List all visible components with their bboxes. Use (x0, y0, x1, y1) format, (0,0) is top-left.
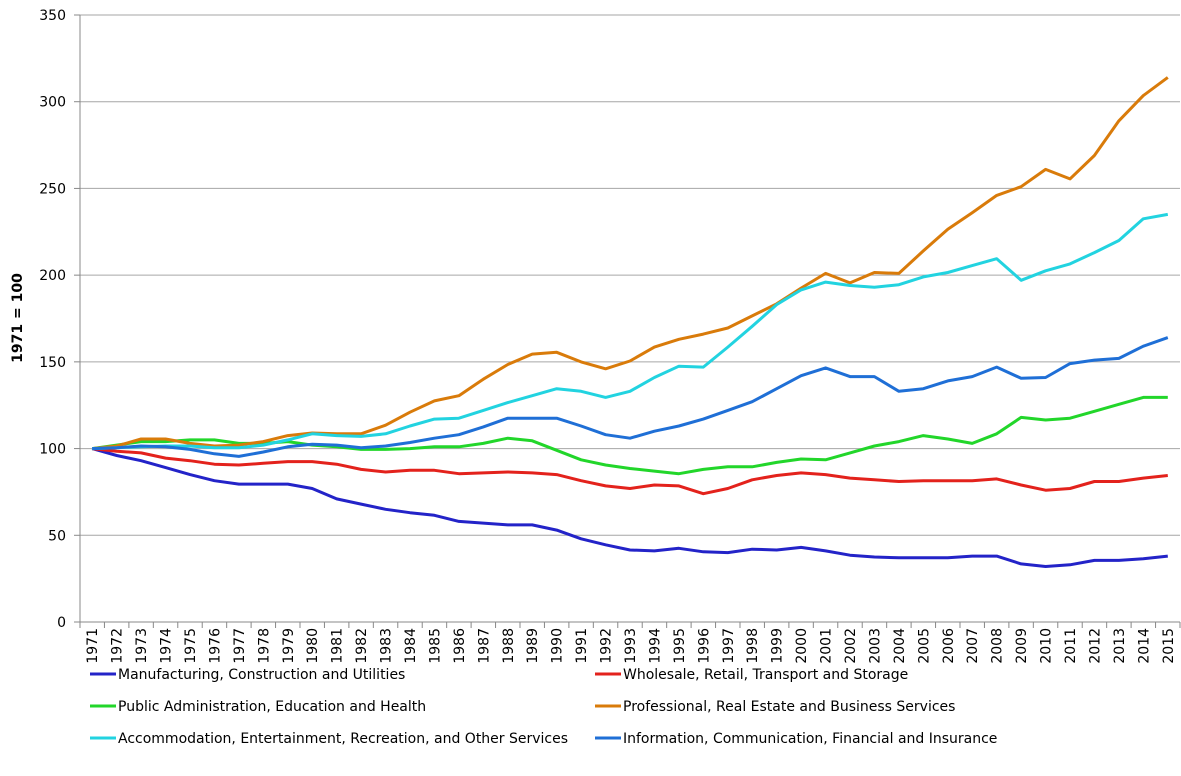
x-tick-label: 1977 (232, 628, 248, 664)
x-tick-label: 1983 (379, 628, 395, 664)
y-tick-label: 0 (57, 615, 66, 631)
y-tick-label: 350 (39, 8, 66, 24)
x-tick-label: 2006 (941, 628, 957, 664)
y-tick-label: 50 (48, 528, 66, 544)
x-tick-label: 2015 (1161, 628, 1177, 664)
x-tick-label: 2005 (916, 628, 932, 664)
x-tick-label: 1987 (476, 628, 492, 664)
x-tick-label: 1997 (721, 628, 737, 664)
x-tick-label: 1973 (134, 628, 150, 664)
x-tick-label: 1981 (330, 628, 346, 664)
series-line (91, 395, 1168, 476)
x-tick-label: 1991 (574, 628, 590, 664)
x-tick-label: 2012 (1087, 628, 1103, 664)
x-tick-label: 2014 (1136, 628, 1152, 664)
x-tick-label: 1975 (183, 628, 199, 664)
y-tick-label: 200 (39, 268, 66, 284)
series-line (92, 336, 1169, 458)
legend-label: Information, Communication, Financial an… (623, 731, 997, 747)
x-tick-label: 2002 (843, 628, 859, 664)
x-tick-label: 1984 (403, 628, 419, 664)
x-tick-label: 1992 (599, 628, 615, 664)
legend-label: Professional, Real Estate and Business S… (623, 699, 955, 715)
x-tick-label: 1989 (525, 628, 541, 664)
legend-label: Wholesale, Retail, Transport and Storage (623, 667, 908, 683)
x-tick-label: 2001 (819, 628, 835, 664)
x-tick-label: 1971 (85, 628, 101, 664)
x-tick-label: 1982 (354, 628, 370, 664)
x-tick-label: 2004 (892, 628, 908, 664)
y-tick-label: 300 (39, 95, 66, 111)
x-tick-label: 1998 (745, 628, 761, 664)
x-tick-label: 1995 (672, 628, 688, 664)
x-tick-label: 1978 (256, 628, 272, 664)
x-tick-label: 1974 (159, 628, 175, 664)
x-tick-label: 2007 (965, 628, 981, 664)
x-tick-label: 1986 (452, 628, 468, 664)
x-tick-label: 2010 (1039, 628, 1055, 664)
x-tick-label: 1996 (696, 628, 712, 664)
x-tick-label: 1988 (501, 628, 517, 664)
x-tick-label: 1993 (623, 628, 639, 664)
legend-label: Accommodation, Entertainment, Recreation… (118, 731, 568, 747)
x-tick-label: 2013 (1112, 628, 1128, 664)
x-tick-label: 2009 (1014, 628, 1030, 664)
x-tick-label: 2008 (990, 628, 1006, 664)
x-tick-label: 1994 (647, 628, 663, 664)
legend-label: Manufacturing, Construction and Utilitie… (118, 667, 405, 683)
y-axis-label: 1971 = 100 (10, 273, 26, 363)
series-line (92, 76, 1169, 451)
x-tick-label: 1976 (207, 628, 223, 664)
y-tick-label: 150 (39, 355, 66, 371)
x-tick-label: 2000 (794, 628, 810, 664)
x-tick-label: 1980 (305, 628, 321, 664)
series-line (92, 447, 1168, 496)
x-tick-label: 1985 (427, 628, 443, 664)
x-tick-label: 1999 (770, 628, 786, 664)
legend-label: Public Administration, Education and Hea… (118, 699, 426, 715)
x-tick-label: 1972 (110, 628, 126, 664)
x-tick-label: 2011 (1063, 628, 1079, 664)
series-line (92, 212, 1169, 451)
y-tick-label: 100 (39, 442, 66, 458)
y-tick-label: 250 (39, 181, 66, 197)
x-tick-label: 2003 (867, 628, 883, 664)
x-tick-label: 1990 (550, 628, 566, 664)
series-line (91, 447, 1168, 568)
x-tick-label: 1979 (281, 628, 297, 664)
